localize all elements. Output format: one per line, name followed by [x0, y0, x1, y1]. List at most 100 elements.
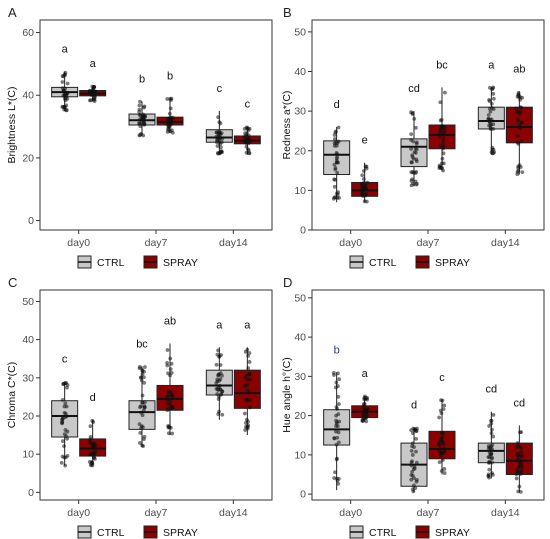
- data-point: [491, 434, 496, 439]
- data-point: [515, 441, 520, 445]
- data-point: [142, 380, 147, 385]
- y-tick-label: 40: [294, 332, 306, 344]
- data-point: [332, 133, 337, 137]
- data-point: [413, 150, 418, 155]
- data-point: [247, 137, 251, 142]
- data-point: [414, 159, 419, 164]
- x-tick-label: day7: [417, 507, 440, 519]
- data-point: [519, 454, 524, 459]
- data-point: [60, 416, 65, 421]
- data-point: [412, 476, 416, 481]
- data-point: [244, 150, 249, 155]
- box-ctrl-day14: c: [205, 83, 233, 156]
- data-point: [217, 383, 222, 388]
- panel-label: B: [283, 5, 292, 20]
- data-point: [64, 404, 69, 409]
- data-point: [215, 144, 220, 148]
- significance-letter: bc: [136, 338, 148, 350]
- data-point: [489, 452, 493, 457]
- data-point: [60, 420, 64, 425]
- data-point: [410, 155, 415, 159]
- data-point: [137, 121, 142, 126]
- y-tick-label: 40: [22, 334, 34, 346]
- data-point: [490, 427, 494, 432]
- y-tick-label: 0: [300, 489, 306, 501]
- data-point: [409, 160, 414, 164]
- data-point: [491, 127, 496, 131]
- data-point: [488, 446, 493, 451]
- data-point: [137, 422, 142, 427]
- data-point: [361, 169, 366, 173]
- data-point: [440, 458, 445, 462]
- data-point: [517, 462, 522, 467]
- significance-letter: a: [362, 368, 369, 380]
- data-point: [336, 394, 341, 399]
- box-ctrl-day14: a: [205, 319, 233, 420]
- x-tick-label: day7: [417, 237, 440, 249]
- y-tick-label: 0: [300, 225, 306, 237]
- data-point: [65, 90, 70, 95]
- y-tick-label: 30: [294, 106, 306, 118]
- data-point: [219, 149, 223, 154]
- data-point: [246, 148, 251, 152]
- data-point: [333, 385, 338, 390]
- data-point: [166, 431, 171, 436]
- data-point: [243, 428, 248, 432]
- data-point: [243, 349, 248, 354]
- y-tick-label: 50: [294, 292, 306, 304]
- data-point: [166, 389, 171, 394]
- legend-label-spray: SPRAY: [163, 257, 198, 269]
- data-point: [488, 117, 493, 122]
- data-point: [139, 426, 143, 431]
- x-tick-label: day0: [67, 237, 90, 249]
- y-axis-label: Brightness L*(C): [6, 86, 18, 163]
- data-point: [63, 463, 68, 468]
- x-tick-label: day7: [145, 507, 168, 519]
- data-point: [218, 363, 223, 367]
- data-point: [412, 464, 417, 469]
- data-point: [246, 133, 251, 138]
- data-point: [439, 431, 444, 435]
- data-point: [337, 402, 341, 406]
- data-point: [168, 106, 173, 111]
- data-point: [220, 136, 225, 141]
- box-spray-day7: b: [156, 70, 184, 135]
- data-point: [490, 86, 495, 91]
- data-point: [60, 86, 65, 91]
- data-point: [519, 139, 524, 144]
- data-point: [334, 424, 338, 429]
- data-point: [337, 195, 341, 200]
- data-point: [438, 118, 443, 123]
- significance-letter: ab: [513, 63, 525, 75]
- data-point: [141, 408, 146, 413]
- data-point: [359, 181, 364, 186]
- box-spray-day14: a: [233, 319, 261, 436]
- data-point: [437, 443, 442, 447]
- data-point: [246, 419, 250, 424]
- data-point: [486, 455, 491, 460]
- y-axis-label: Redness a*(C): [281, 91, 293, 160]
- data-point: [93, 456, 97, 461]
- data-point: [243, 375, 248, 380]
- data-point: [332, 162, 337, 167]
- data-point: [489, 150, 494, 155]
- data-point: [166, 424, 170, 428]
- significance-letter: a: [244, 319, 251, 331]
- data-point: [487, 99, 492, 104]
- data-point: [59, 460, 64, 465]
- data-point: [441, 407, 446, 412]
- data-point: [142, 400, 147, 405]
- y-tick-label: 0: [28, 487, 34, 499]
- data-point: [489, 421, 494, 426]
- data-point: [486, 472, 491, 477]
- y-tick-label: 30: [294, 371, 306, 383]
- data-point: [168, 367, 173, 372]
- data-point: [335, 160, 339, 165]
- data-point: [138, 99, 142, 104]
- data-point: [244, 125, 249, 130]
- data-point: [214, 140, 219, 145]
- data-point: [414, 140, 419, 145]
- significance-letter: cd: [514, 397, 526, 409]
- data-point: [218, 387, 223, 392]
- chart-panel-b: B 0 10 20 30 40 50 Redness a*(C) day0 day7 day14 d c…: [281, 5, 545, 269]
